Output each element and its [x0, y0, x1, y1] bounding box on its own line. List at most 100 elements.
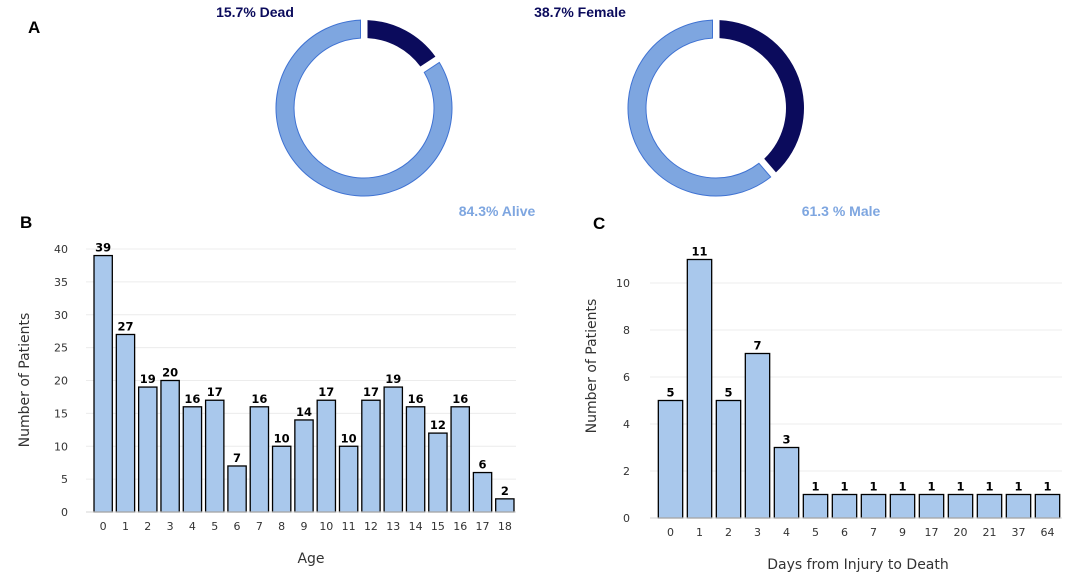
days-y-tick-label: 10: [616, 277, 630, 290]
days-y-tick-label: 8: [623, 324, 630, 337]
days-bar-value-label: 1: [985, 480, 993, 494]
days-bar-21: [976, 493, 1003, 519]
age-y-axis-title: Number of Patients: [17, 313, 33, 448]
days-x-tick-label: 7: [870, 526, 877, 539]
days-bar-value-label: 1: [1043, 480, 1051, 494]
age-bar-value-label: 17: [207, 385, 223, 399]
days-bar-value-label: 1: [927, 480, 935, 494]
age-bar-16: [450, 406, 471, 513]
days-bar-2: [715, 399, 742, 519]
days-bar-4: [773, 446, 800, 519]
days-bar-value-label: 11: [691, 245, 707, 259]
days-x-tick-label: 37: [1012, 526, 1026, 539]
days-bar-20: [947, 493, 974, 519]
panel-label-a: A: [28, 18, 40, 37]
age-bar-1: [115, 333, 136, 513]
sex-slice-female: [719, 20, 804, 173]
age-x-tick-label: 14: [409, 520, 423, 533]
age-bar-value-label: 16: [184, 392, 200, 406]
age-bar-12: [361, 399, 381, 513]
days-y-tick-label: 6: [623, 371, 630, 384]
age-bar-value-label: 39: [95, 241, 111, 255]
survival-slice-alive: [275, 19, 453, 197]
age-x-tick-label: 10: [319, 520, 333, 533]
age-x-tick-label: 18: [498, 520, 512, 533]
age-bar-18: [495, 498, 515, 513]
age-bar-value-label: 17: [363, 385, 379, 399]
days-bar-3: [744, 352, 771, 519]
days-bar-9: [889, 493, 916, 519]
days-bar-64: [1034, 493, 1061, 519]
days-y-tick-label: 4: [623, 418, 630, 431]
days-x-tick-label: 2: [725, 526, 732, 539]
age-bar-4: [182, 406, 203, 513]
days-x-tick-label: 3: [754, 526, 761, 539]
age-bar-value-label: 19: [385, 372, 401, 386]
days-bar-6: [831, 493, 858, 519]
donut-chart-survival: 15.7% Dead 84.3% Alive: [216, 4, 535, 219]
age-y-tick-label: 5: [61, 473, 68, 486]
donut-label-female: 38.7% Female: [534, 4, 626, 20]
days-bar-value-label: 7: [753, 339, 761, 353]
age-x-tick-label: 16: [453, 520, 467, 533]
age-bar-value-label: 12: [430, 418, 446, 432]
age-x-tick-label: 7: [256, 520, 263, 533]
age-x-tick-label: 11: [342, 520, 356, 533]
age-bar-value-label: 17: [318, 385, 334, 399]
days-bar-value-label: 1: [898, 480, 906, 494]
days-bar-value-label: 1: [869, 480, 877, 494]
age-x-tick-label: 5: [211, 520, 218, 533]
age-bar-value-label: 10: [274, 431, 290, 445]
days-x-tick-label: 0: [667, 526, 674, 539]
sex-slice-male: [627, 19, 772, 197]
donut-label-alive: 84.3% Alive: [459, 203, 536, 219]
age-bar-value-label: 16: [251, 392, 267, 406]
age-x-tick-label: 13: [386, 520, 400, 533]
age-bar-value-label: 6: [479, 458, 487, 472]
age-bar-value-label: 7: [233, 451, 241, 465]
donut-label-dead: 15.7% Dead: [216, 4, 294, 20]
age-bar-value-label: 14: [296, 405, 312, 419]
age-bar-11: [338, 445, 359, 513]
days-x-tick-label: 64: [1041, 526, 1055, 539]
age-bar-6: [227, 465, 247, 513]
age-y-tick-label: 0: [61, 506, 68, 519]
age-bar-8: [271, 445, 292, 513]
age-x-tick-label: 6: [234, 520, 241, 533]
age-x-tick-label: 1: [122, 520, 129, 533]
days-bar-value-label: 1: [1014, 480, 1022, 494]
days-x-tick-label: 6: [841, 526, 848, 539]
days-x-tick-label: 21: [983, 526, 997, 539]
days-bar-1: [686, 258, 713, 519]
age-bar-9: [294, 419, 314, 513]
days-x-tick-label: 20: [954, 526, 968, 539]
age-bar-15: [428, 432, 448, 513]
age-bar-value-label: 10: [341, 431, 357, 445]
age-y-tick-label: 30: [54, 309, 68, 322]
age-y-tick-label: 40: [54, 243, 68, 256]
days-x-axis-title: Days from Injury to Death: [767, 557, 949, 573]
days-x-tick-label: 4: [783, 526, 790, 539]
age-bar-value-label: 16: [408, 392, 424, 406]
age-y-tick-label: 20: [54, 375, 68, 388]
age-x-axis-title: Age: [297, 551, 324, 567]
panel-label-b: B: [20, 213, 32, 232]
days-y-tick-label: 2: [623, 465, 630, 478]
panel-label-c: C: [593, 214, 605, 233]
age-bar-value-label: 16: [452, 392, 468, 406]
age-y-tick-label: 15: [54, 407, 68, 420]
days-bar-value-label: 1: [840, 480, 848, 494]
age-y-tick-label: 10: [54, 440, 68, 453]
days-x-tick-label: 1: [696, 526, 703, 539]
age-bar-13: [383, 386, 404, 513]
days-bar-value-label: 1: [956, 480, 964, 494]
survival-slice-dead: [367, 20, 436, 67]
age-x-tick-label: 17: [476, 520, 490, 533]
age-x-tick-label: 0: [100, 520, 107, 533]
age-y-tick-label: 35: [54, 276, 68, 289]
age-bar-7: [249, 406, 270, 513]
age-bar-5: [204, 399, 225, 513]
days-y-tick-label: 0: [623, 512, 630, 525]
age-bar-value-label: 27: [117, 319, 133, 333]
